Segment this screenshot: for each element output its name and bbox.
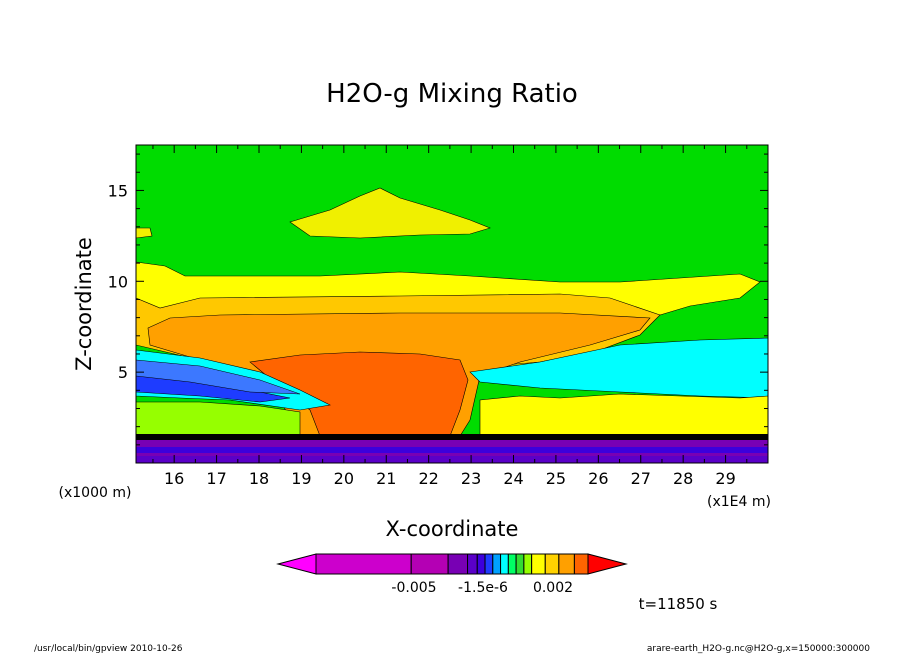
colorbar-swatch	[544, 553, 560, 575]
colorbar-swatch	[410, 553, 449, 575]
y-tick-label: 10	[108, 272, 128, 291]
x-tick-label: 21	[376, 469, 396, 488]
footer-left: /usr/local/bin/gpview 2010-10-26	[34, 644, 183, 654]
x-tick-label: 27	[631, 469, 651, 488]
region-upper-yellow	[289, 187, 491, 239]
region-lower-yellow-right	[479, 393, 768, 437]
y-tick-label: 5	[118, 363, 128, 382]
chart-title: H2O-g Mixing Ratio	[326, 79, 578, 109]
colorbar-min-triangle	[276, 553, 317, 575]
x-tick-label: 28	[673, 469, 693, 488]
colorbar-swatch	[476, 553, 486, 575]
colorbar-swatch	[507, 553, 517, 575]
region-light-blue-band-left	[136, 359, 301, 395]
x-axis-ticks: 16 17 18 19 20 21 22 23 24 25 26 27 28 29	[152, 145, 748, 488]
region-left-yellow-patch	[136, 227, 153, 239]
region-surface-contours	[136, 434, 768, 440]
region-lower-green-left	[136, 401, 301, 437]
time-annotation: t=11850 s	[639, 595, 718, 613]
colorbar-swatch	[500, 553, 509, 575]
colorbar-tick-label-3: 0.002	[533, 580, 573, 596]
x-tick-label: 25	[546, 469, 566, 488]
plot-frame	[135, 144, 769, 464]
x-tick-label: 29	[715, 469, 735, 488]
x-tick-label: 26	[588, 469, 608, 488]
x-tick-label: 17	[206, 469, 226, 488]
x-tick-label: 20	[334, 469, 354, 488]
colorbar-swatch	[447, 553, 469, 575]
colorbar-swatch	[492, 553, 502, 575]
x-unit-label: (x1E4 m)	[707, 494, 771, 510]
y-unit-label: (x1000 m)	[59, 485, 132, 501]
region-cyan-band-right	[469, 337, 768, 399]
colorbar-tick-label-1: -0.005	[391, 580, 436, 596]
colorbar-swatch	[573, 553, 589, 575]
footer-right: arare-earth_H2O-g.nc@H2O-g,x=150000:3000…	[647, 644, 870, 654]
y-tick-label: 15	[108, 181, 128, 200]
x-tick-label: 19	[291, 469, 311, 488]
plot-area	[136, 145, 768, 463]
x-tick-label: 24	[503, 469, 523, 488]
x-tick-label: 18	[249, 469, 269, 488]
colorbar-swatch	[484, 553, 494, 575]
colorbar-swatch	[315, 553, 412, 575]
region-surface-indigo	[136, 447, 768, 453]
x-tick-label: 23	[461, 469, 481, 488]
region-surface-violet	[136, 456, 768, 463]
x-tick-label: 22	[418, 469, 438, 488]
y-axis-ticks: 5 10 15	[108, 153, 768, 446]
y-axis-label: Z-coordinate	[72, 237, 96, 371]
colorbar-swatch	[531, 553, 546, 575]
colorbar-max-triangle	[587, 553, 628, 575]
x-axis-label: X-coordinate	[386, 517, 519, 541]
colorbar-tick-label-2: -1.5e-6	[458, 580, 508, 596]
x-tick-label: 16	[164, 469, 184, 488]
colorbar-swatch	[523, 553, 533, 575]
colorbar-swatch	[467, 553, 478, 575]
colorbar-swatch	[558, 553, 575, 575]
colorbar-swatch	[515, 553, 525, 575]
colorbar	[276, 553, 628, 575]
